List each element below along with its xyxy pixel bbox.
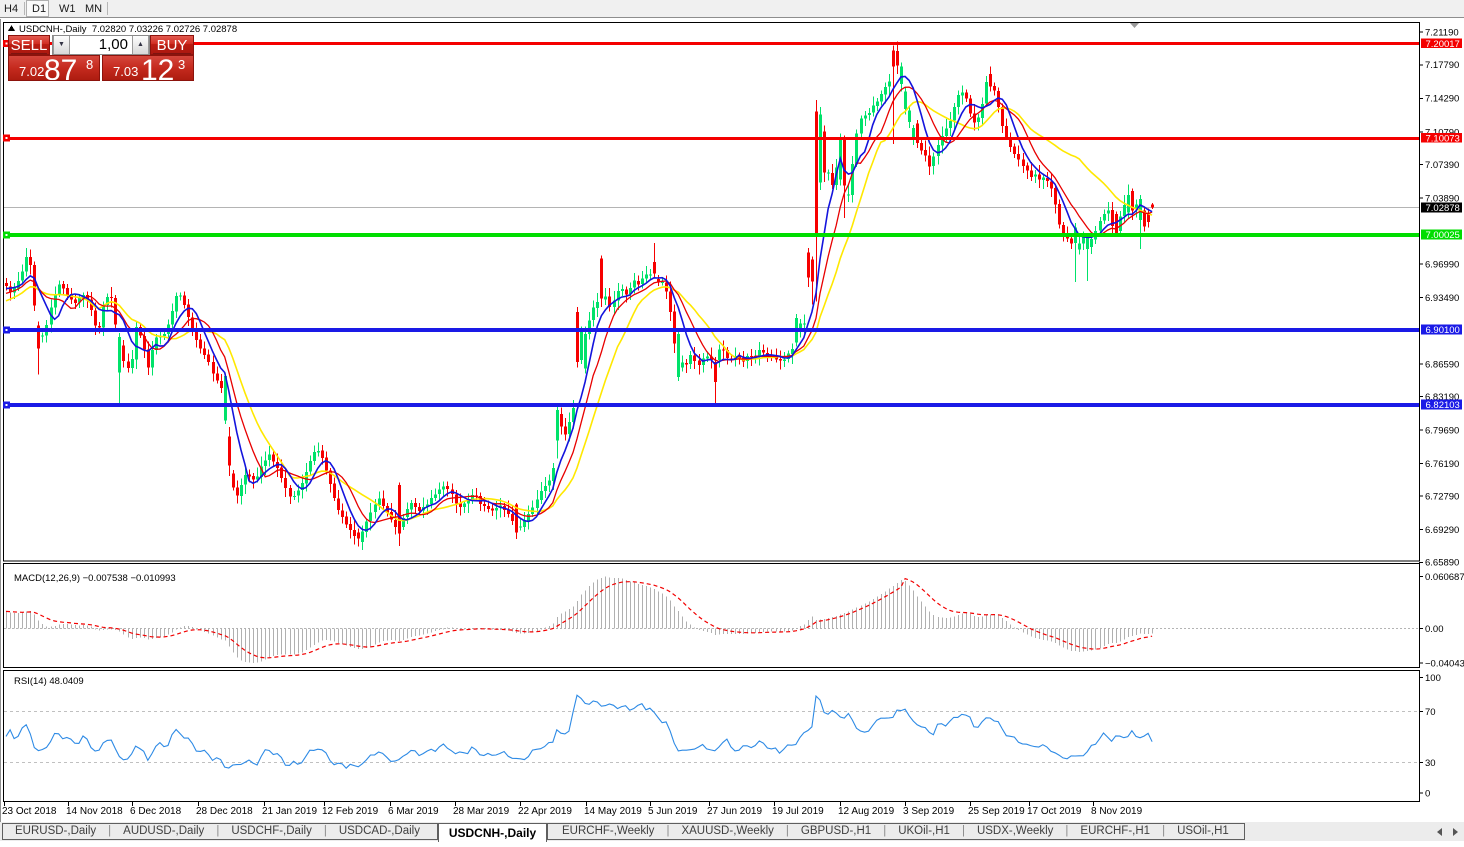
svg-text:USDCNH-,Daily 7.02820 7.03226: USDCNH-,Daily 7.02820 7.03226 7.02726 7.…	[19, 24, 237, 35]
svg-text:6.86590: 6.86590	[1425, 359, 1459, 370]
svg-text:30: 30	[1425, 758, 1436, 769]
svg-text:7.17790: 7.17790	[1425, 60, 1459, 71]
svg-text:22 Apr 2019: 22 Apr 2019	[518, 806, 572, 817]
svg-text:RSI(14) 48.0409: RSI(14) 48.0409	[14, 676, 84, 687]
svg-text:3 Sep 2019: 3 Sep 2019	[903, 806, 955, 817]
svg-text:7.07390: 7.07390	[1425, 160, 1459, 171]
svg-text:7.10073: 7.10073	[1426, 133, 1460, 144]
svg-text:6.65890: 6.65890	[1425, 558, 1459, 569]
svg-text:6.96990: 6.96990	[1425, 260, 1459, 271]
svg-text:7.02878: 7.02878	[1426, 203, 1460, 214]
svg-text:25 Sep 2019: 25 Sep 2019	[968, 806, 1025, 817]
svg-text:12 Aug 2019: 12 Aug 2019	[838, 806, 895, 817]
svg-text:100: 100	[1425, 673, 1441, 684]
svg-text:7.20017: 7.20017	[1426, 39, 1460, 50]
svg-text:0.060687: 0.060687	[1425, 572, 1464, 583]
svg-text:28 Dec 2018: 28 Dec 2018	[196, 806, 253, 817]
svg-text:6.82103: 6.82103	[1426, 400, 1460, 411]
svg-text:7.00025: 7.00025	[1426, 230, 1460, 241]
svg-text:14 Nov 2018: 14 Nov 2018	[66, 806, 123, 817]
svg-text:12 Feb 2019: 12 Feb 2019	[322, 806, 379, 817]
svg-text:MACD(12,26,9) −0.007538 −0.010: MACD(12,26,9) −0.007538 −0.010993	[14, 573, 176, 584]
svg-text:6.83190: 6.83190	[1425, 392, 1459, 403]
svg-text:6.79690: 6.79690	[1425, 425, 1459, 436]
svg-text:7.14290: 7.14290	[1425, 94, 1459, 105]
svg-text:7.03890: 7.03890	[1425, 193, 1459, 204]
svg-text:0: 0	[1425, 788, 1430, 799]
svg-text:6 Mar 2019: 6 Mar 2019	[388, 806, 439, 817]
svg-text:19 Jul 2019: 19 Jul 2019	[772, 806, 824, 817]
svg-text:70: 70	[1425, 707, 1436, 718]
svg-text:6.72790: 6.72790	[1425, 492, 1459, 503]
svg-text:7.10790: 7.10790	[1425, 127, 1459, 138]
svg-text:−0.040433: −0.040433	[1425, 658, 1464, 669]
svg-text:8 Nov 2019: 8 Nov 2019	[1091, 806, 1143, 817]
svg-text:6 Dec 2018: 6 Dec 2018	[130, 806, 182, 817]
svg-text:0.00: 0.00	[1425, 624, 1444, 635]
svg-text:6.93490: 6.93490	[1425, 293, 1459, 304]
svg-text:21 Jan 2019: 21 Jan 2019	[262, 806, 317, 817]
svg-text:6.76190: 6.76190	[1425, 459, 1459, 470]
svg-text:14 May 2019: 14 May 2019	[584, 806, 642, 817]
svg-text:28 Mar 2019: 28 Mar 2019	[453, 806, 510, 817]
svg-text:5 Jun 2019: 5 Jun 2019	[648, 806, 698, 817]
svg-text:7.21190: 7.21190	[1425, 28, 1459, 39]
svg-text:23 Oct 2018: 23 Oct 2018	[2, 806, 57, 817]
svg-text:27 Jun 2019: 27 Jun 2019	[707, 806, 762, 817]
svg-text:17 Oct 2019: 17 Oct 2019	[1027, 806, 1082, 817]
svg-text:6.69290: 6.69290	[1425, 525, 1459, 536]
svg-text:6.90100: 6.90100	[1426, 325, 1460, 336]
